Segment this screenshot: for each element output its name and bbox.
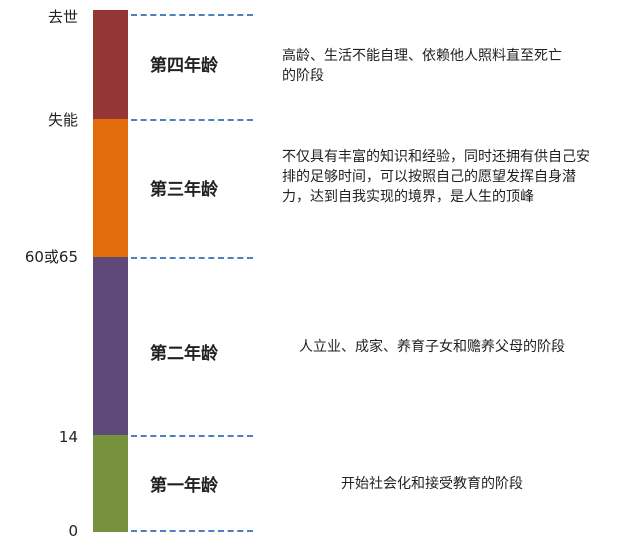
stage-description-third: 不仅具有丰富的知识和经验，同时还拥有供自己安排的足够时间，可以按照自己的愿望发挥… xyxy=(282,149,590,205)
tick-retirement-age: 60或65 xyxy=(24,248,78,266)
bar-segment-stage1 xyxy=(93,435,128,532)
boundary-line-age-14 xyxy=(131,435,253,437)
stage-description-fourth: 高龄、生活不能自理、依赖他人照料直至死亡的阶段 xyxy=(282,48,562,84)
tick-disability: 失能 xyxy=(47,111,78,129)
stage-description-second: 人立业、成家、养育子女和赡养父母的阶段 xyxy=(299,339,565,355)
boundary-line-age-0 xyxy=(131,530,253,532)
stage-label-fourth: 第四年龄 xyxy=(150,56,218,76)
tick-age-14: 14 xyxy=(58,428,78,446)
tick-age-0: 0 xyxy=(68,522,78,540)
boundary-line-retirement xyxy=(131,257,253,259)
boundary-line-disability xyxy=(131,119,253,121)
stage-description-first: 开始社会化和接受教育的阶段 xyxy=(341,476,523,492)
boundary-line-death xyxy=(131,14,253,16)
stage-label-first: 第一年龄 xyxy=(150,476,218,496)
stage-label-third: 第三年龄 xyxy=(150,180,218,200)
bar-segment-stage2 xyxy=(93,257,128,435)
bar-segment-stage4 xyxy=(93,10,128,119)
stage-label-second: 第二年龄 xyxy=(150,344,218,364)
tick-death: 去世 xyxy=(47,8,78,26)
bar-segment-stage3 xyxy=(93,119,128,257)
